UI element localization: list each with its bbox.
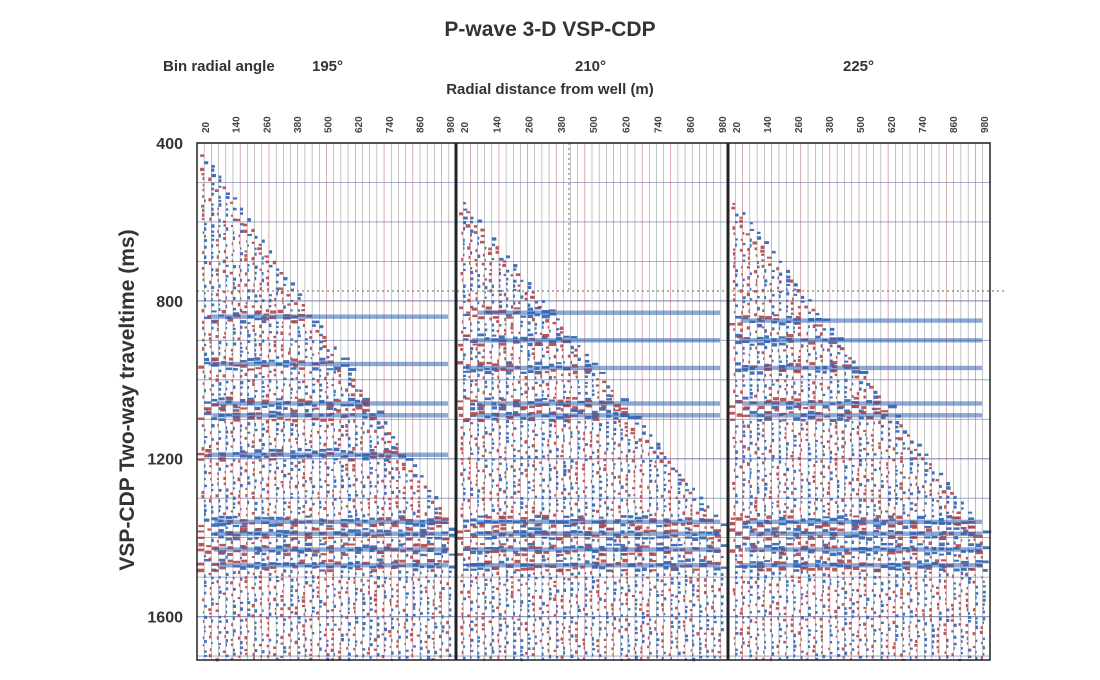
- x-tick-label-p2-3: 260: [525, 116, 536, 133]
- reflection-band-1: [740, 318, 982, 323]
- chart-title: P-wave 3-D VSP-CDP: [444, 18, 656, 41]
- panel-1: 20 140 260 380 500 620 740 860 980: [196, 116, 457, 662]
- reflection-band-6: [476, 519, 720, 525]
- x-tick-label-p3-4: 380: [825, 116, 836, 133]
- reflection-band-2: [472, 338, 720, 343]
- y-tick-label-4: 1600: [147, 610, 183, 627]
- x-tick-label-p1-1: 20: [201, 121, 212, 133]
- x-tick-label-p1-9: 980: [446, 116, 457, 133]
- panel-3-reflections: [739, 318, 982, 568]
- reflection-band-8: [470, 547, 720, 552]
- reflection-band-7: [214, 531, 448, 536]
- x-axis-label: Radial distance from well (m): [446, 81, 654, 98]
- x-tick-label-p3-9: 980: [980, 116, 991, 133]
- x-tick-label-p3-5: 500: [856, 116, 867, 133]
- angle-prefix-label: Bin radial angle: [163, 58, 275, 75]
- reflection-band-3: [466, 365, 720, 371]
- panel-1-reflections: [208, 314, 448, 568]
- reflection-band-5: [749, 413, 982, 418]
- reflection-band-2: [208, 361, 448, 367]
- x-tick-label-p1-8: 860: [415, 116, 426, 133]
- x-tick-label-p3-7: 740: [918, 116, 929, 133]
- x-tick-label-p2-7: 740: [654, 116, 665, 133]
- y-tick-label-2: 800: [156, 294, 183, 311]
- reflection-band-2: [739, 338, 982, 343]
- x-tick-label-p1-2: 140: [232, 116, 243, 133]
- x-tick-label-p2-2: 140: [492, 116, 503, 133]
- reflection-band-8: [744, 547, 982, 552]
- panel-angle-label-3: 225°: [843, 58, 875, 75]
- panel-angle-label-1: 195°: [312, 58, 344, 75]
- y-tick-label-1: 400: [156, 136, 183, 153]
- x-tick-label-p3-6: 620: [887, 116, 898, 133]
- reflection-band-4: [742, 401, 982, 406]
- panel-angle-label-2: 210°: [575, 58, 607, 75]
- x-tick-label-p1-4: 380: [293, 116, 304, 133]
- reflection-band-9: [217, 563, 448, 568]
- reflection-band-6: [214, 519, 448, 525]
- plot-frame: [196, 142, 991, 661]
- x-tick-label-p1-5: 500: [324, 116, 335, 133]
- y-tick-label-3: 1200: [147, 452, 183, 469]
- panel-3: 20 140 260 380 500 620 740 860 980: [727, 116, 992, 662]
- reflection-band-3: [741, 365, 982, 371]
- reflection-band-1: [211, 314, 448, 319]
- reflection-band-1: [477, 310, 720, 315]
- x-tick-label-p2-6: 620: [621, 116, 632, 133]
- reflection-band-5: [477, 413, 720, 418]
- x-tick-label-p3-3: 260: [794, 116, 805, 133]
- panel-2: 20 140 260 380 500 620 740 860 980: [455, 116, 729, 662]
- reflection-band-9: [739, 563, 982, 568]
- reflection-band-8: [213, 547, 448, 552]
- reflection-band-6: [746, 519, 982, 525]
- x-tick-label-p3-2: 140: [763, 116, 774, 133]
- x-tick-label-p1-6: 620: [354, 116, 365, 133]
- x-tick-label-p2-8: 860: [686, 116, 697, 133]
- reflection-band-4: [476, 401, 720, 406]
- reflection-band-7: [474, 531, 720, 536]
- reflection-band-9: [466, 563, 720, 568]
- x-tick-label-p2-5: 500: [589, 116, 600, 133]
- x-tick-label-p3-8: 860: [949, 116, 960, 133]
- x-tick-label-p1-3: 260: [262, 116, 273, 133]
- reflection-band-7: [749, 531, 982, 536]
- x-tick-label-p2-9: 980: [718, 116, 729, 133]
- reflection-band-3: [216, 401, 448, 406]
- x-tick-label-p1-7: 740: [385, 116, 396, 133]
- panel-3-wiggles: [727, 202, 992, 662]
- reflection-band-4: [212, 413, 448, 418]
- x-tick-label-p3-1: 20: [732, 121, 743, 133]
- x-tick-label-p2-1: 20: [460, 121, 471, 133]
- panel-2-reflections: [466, 310, 720, 568]
- x-tick-label-p2-4: 380: [557, 116, 568, 133]
- reflection-band-5: [208, 452, 448, 457]
